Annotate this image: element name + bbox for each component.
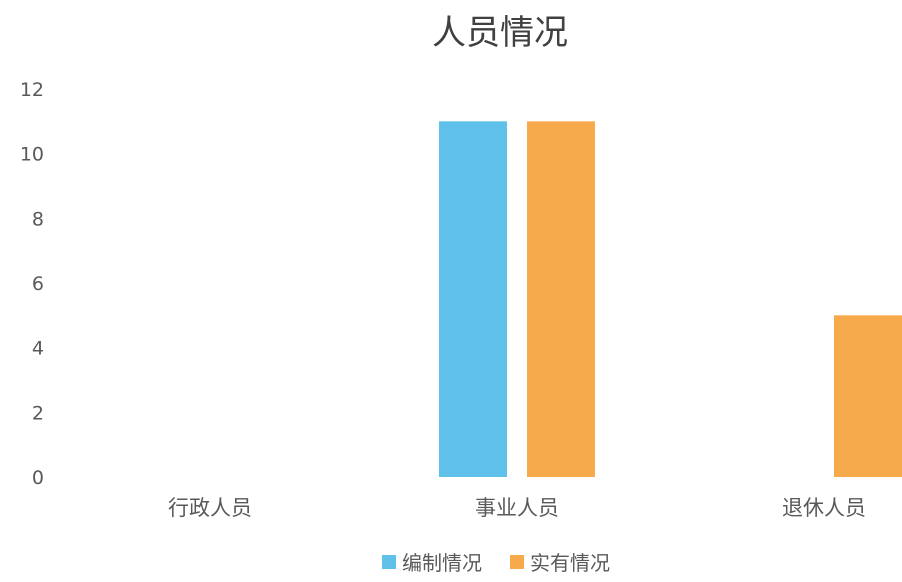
chart-title: 人员情况 [432, 13, 568, 53]
legend-swatch [382, 555, 396, 569]
y-tick-label: 0 [32, 467, 44, 489]
y-tick-label: 2 [32, 402, 44, 424]
y-tick-label: 4 [32, 338, 44, 360]
y-axis-ticks: 0 2 4 6 8 10 12 [20, 79, 44, 489]
x-category-label: 退休人员 [782, 496, 866, 520]
bar-shiyou-1 [527, 121, 595, 477]
x-category-label: 事业人员 [475, 496, 559, 520]
y-tick-label: 12 [20, 79, 44, 101]
y-tick-label: 8 [32, 208, 44, 230]
y-tick-label: 6 [32, 273, 44, 295]
x-category-label: 行政人员 [168, 496, 252, 520]
y-tick-label: 10 [20, 144, 44, 166]
legend: 编制情况 实有情况 [382, 551, 610, 575]
legend-label: 实有情况 [530, 551, 610, 575]
x-axis-labels: 行政人员 事业人员 退休人员 [168, 496, 866, 520]
bar-shiyou-2 [834, 315, 902, 477]
bar-bianzhi-1 [439, 121, 507, 477]
legend-label: 编制情况 [402, 551, 482, 575]
bars [439, 121, 902, 477]
legend-swatch [510, 555, 524, 569]
